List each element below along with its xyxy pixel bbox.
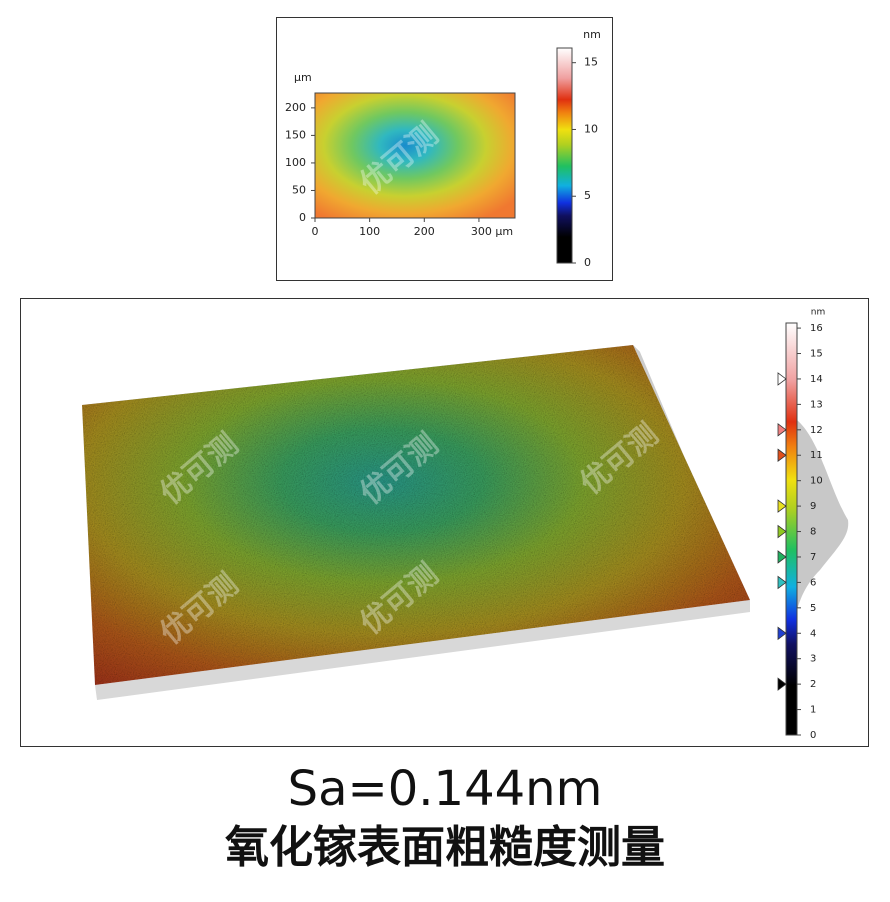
colorbar-tick-label: 15 bbox=[584, 56, 598, 69]
colorbar-tick-label: 11 bbox=[810, 450, 823, 461]
y-tick-label: 0 bbox=[299, 211, 306, 224]
marker bbox=[777, 499, 787, 513]
colorbar-tick-label: 5 bbox=[810, 603, 816, 614]
marker bbox=[777, 372, 787, 386]
colorbar-tick-label: 6 bbox=[810, 577, 816, 588]
x-tick-label: 200 bbox=[414, 225, 435, 238]
colorbar-tick-label: 0 bbox=[584, 256, 591, 269]
y-tick-label: 100 bbox=[285, 156, 306, 169]
marker bbox=[777, 448, 787, 463]
colorbar-tick-label: 15 bbox=[810, 349, 823, 360]
colorbar-unit: nm bbox=[583, 28, 601, 41]
colorbar-tick-label: 16 bbox=[810, 323, 823, 334]
x-tick-label: 0 bbox=[312, 225, 319, 238]
marker bbox=[777, 626, 787, 641]
marker bbox=[777, 677, 787, 691]
colorbar-tick-label: 9 bbox=[810, 501, 816, 512]
colorbar-tick-label: 10 bbox=[584, 122, 598, 135]
colorbar-tick-label: 14 bbox=[810, 374, 823, 385]
marker bbox=[777, 524, 787, 539]
colorbar-tick-label: 3 bbox=[810, 654, 816, 665]
x-tick-label: 100 bbox=[359, 225, 380, 238]
heatmap bbox=[314, 92, 516, 219]
colorbar-unit: nm bbox=[811, 308, 825, 318]
colorbar-tick-label: 1 bbox=[810, 705, 816, 716]
caption-title: 氧化镓表面粗糙度测量 bbox=[225, 822, 665, 873]
colorbar bbox=[785, 322, 798, 736]
y-tick-label: 200 bbox=[285, 101, 306, 114]
colorbar-tick-label: 8 bbox=[810, 527, 816, 538]
marker bbox=[777, 423, 787, 437]
marker bbox=[777, 550, 787, 564]
surface bbox=[82, 345, 750, 700]
colorbar-tick-label: 4 bbox=[810, 628, 816, 639]
marker bbox=[777, 575, 787, 590]
histogram bbox=[797, 420, 849, 610]
colorbar-tick-label: 2 bbox=[810, 679, 816, 690]
metric: Sa=0.144nm bbox=[288, 761, 603, 817]
colorbar-tick-label: 7 bbox=[810, 552, 816, 563]
y-unit: μm bbox=[294, 71, 312, 84]
colorbar-tick-label: 10 bbox=[810, 476, 823, 487]
colorbar-tick-label: 5 bbox=[584, 189, 591, 202]
colorbar-tick-label: 13 bbox=[810, 399, 823, 410]
colorbar-tick-label: 12 bbox=[810, 425, 823, 436]
y-tick-label: 150 bbox=[285, 128, 306, 141]
y-tick-label: 50 bbox=[292, 183, 306, 196]
colorbar bbox=[556, 47, 573, 264]
x-tick-label: 300 μm bbox=[471, 225, 513, 238]
colorbar-tick-label: 0 bbox=[810, 730, 816, 741]
